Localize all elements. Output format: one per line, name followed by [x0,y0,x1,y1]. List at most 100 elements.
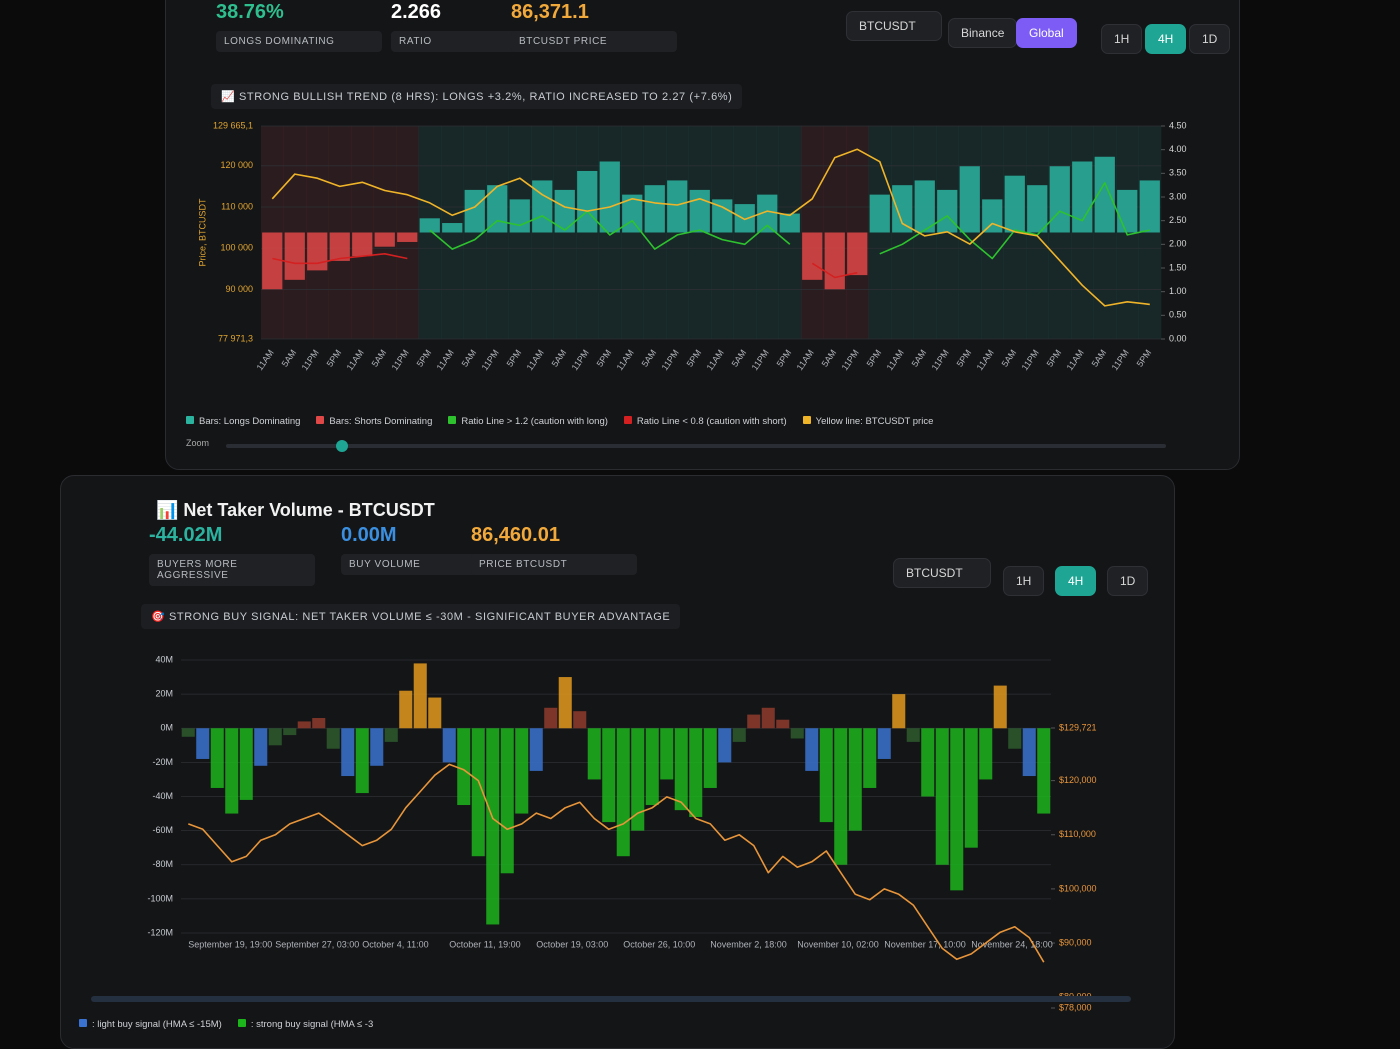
bar [384,728,398,742]
symbol-select[interactable]: BTCUSDT [893,558,991,588]
interval-button[interactable]: 4H [1055,566,1097,596]
x-tick-label: 11PM [840,348,861,372]
legend-label: Bars: Longs Dominating [199,416,301,427]
line [188,763,1045,963]
bar [834,728,848,865]
legend-swatch [186,416,194,424]
y2-tick-label: 0.50 [1169,310,1187,320]
x-tick-label: 5AM [1000,348,1019,369]
legend: : light buy signal (HMA ≤ -15M) : strong … [79,1019,373,1030]
interval-button[interactable]: 1D [1107,566,1149,596]
legend-item[interactable]: : light buy signal (HMA ≤ -15M) [79,1019,222,1030]
x-tick-label: 11AM [345,348,366,372]
panel-title: 📊 Net Taker Volume - BTCUSDT [156,500,435,520]
stat-label: PRICE BTCUSDT [471,554,637,575]
x-tick-label: September 27, 03:00 [275,939,359,949]
legend-swatch [623,416,632,424]
interval-button[interactable]: 1D [1189,24,1231,54]
bar [532,180,553,233]
bar [326,728,340,749]
bar [776,719,790,729]
interval-button[interactable]: 1H [1003,566,1045,596]
y-tick-label: -20M [152,757,173,767]
bar [1008,728,1022,749]
symbol-select[interactable]: BTCUSDT [846,11,942,41]
x-tick-label: 5PM [1045,348,1064,369]
bar [747,714,761,729]
y2-tick-label: $90,000 [1059,937,1092,947]
y2-tick-label: 1.50 [1169,262,1187,272]
y-tick-label: 110 000 [221,201,253,211]
bar [307,232,328,271]
x-tick-label: 11PM [1110,348,1131,372]
stat-label: BTCUSDT PRICE [511,31,677,52]
bar [262,232,283,290]
bar [442,223,463,233]
legend-item[interactable]: : strong buy signal (HMA ≤ -3 [237,1019,373,1030]
bar [500,728,514,874]
stat: 0.00M BUY VOLUME [341,524,507,575]
x-tick-label: 11PM [390,348,411,372]
stat: 86,371.1 BTCUSDT PRICE [511,1,677,52]
interval-button[interactable]: 4H [1145,24,1187,54]
bar [181,728,195,737]
y-tick-label: 90 000 [225,284,253,294]
bar [297,721,311,729]
bar [1139,180,1160,233]
bar [631,728,645,831]
y-tick-label: -80M [152,859,173,869]
x-tick-label: 11AM [615,348,636,372]
bar [892,185,913,233]
bar [824,232,845,290]
bar [457,728,471,806]
bar [341,728,355,777]
zoom-handle[interactable] [336,440,348,452]
x-tick-label: 11PM [1020,348,1041,372]
y-axis-label: Price, BTCUSDT [197,198,207,267]
y2-tick-label: 4.00 [1169,144,1187,154]
bar [312,718,326,729]
x-tick-label: 11PM [750,348,771,372]
bar [196,728,210,759]
x-tick-label: 11PM [930,348,951,372]
bar [1049,166,1070,233]
bar [1037,728,1051,814]
y2-tick-label: 3.00 [1169,191,1187,201]
legend-item[interactable]: Yellow line: BTCUSDT price [802,416,934,427]
bar [959,166,980,233]
bar [616,728,630,857]
bar [863,728,877,788]
exchange-button[interactable]: Global [1016,18,1077,48]
bar [577,170,598,233]
bar [515,728,529,814]
scrollbar[interactable] [91,996,1131,1002]
stat-value: 0.00M [341,524,397,546]
bar [554,189,575,233]
bar [428,697,442,729]
legend-item[interactable]: Bars: Shorts Dominating [316,416,432,427]
interval-button[interactable]: 1H [1101,24,1143,54]
x-tick-label: October 4, 11:00 [362,939,428,949]
bar [399,690,413,729]
bar [993,685,1007,729]
bar [471,728,485,857]
bar [805,728,819,771]
bar [602,728,616,823]
legend-item[interactable]: Bars: Longs Dominating [186,416,300,427]
bar [718,728,732,763]
zoom-track[interactable] [226,444,1166,448]
bar [937,189,958,233]
bar [397,232,418,242]
x-tick-label: 5AM [820,348,839,369]
bar [558,677,572,729]
bar [352,232,373,257]
exchange-button[interactable]: Binance [948,18,1018,48]
legend-item[interactable]: Ratio Line > 1.2 (caution with long) [448,416,608,427]
stat-value: -44.02M [149,524,223,546]
line [429,182,1150,260]
bar [950,728,964,891]
legend-item[interactable]: Ratio Line < 0.8 (caution with short) [623,416,787,427]
bar [757,194,778,233]
zoom-label: Zoom [186,438,210,448]
legend-label: Yellow line: BTCUSDT price [815,416,934,427]
